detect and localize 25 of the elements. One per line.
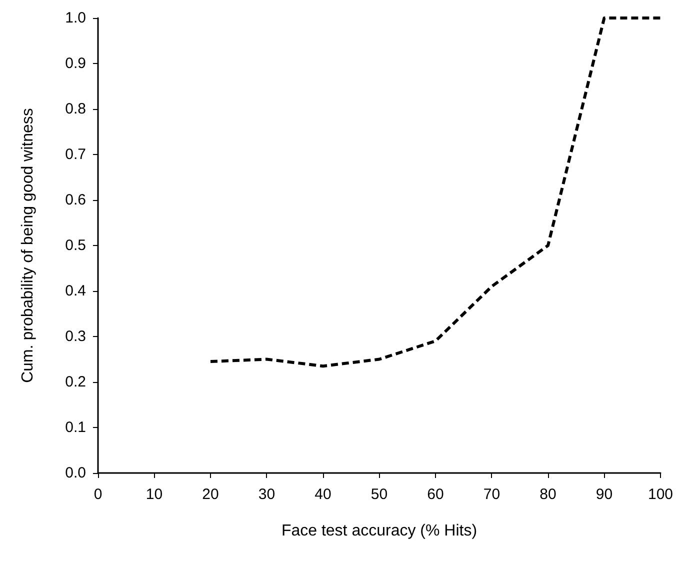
y-tick-label: 0.9 — [65, 55, 86, 72]
line-series — [208, 16, 662, 368]
x-axis-title: Face test accuracy (% Hits) — [281, 522, 478, 540]
y-tick-label: 0.8 — [65, 100, 86, 118]
y-tick-label: 1.0 — [65, 10, 86, 26]
x-tick-label: 100 — [648, 486, 673, 503]
y-tick-label: 0.5 — [65, 237, 86, 254]
x-tick-label: 30 — [258, 486, 276, 503]
x-tick-label: 50 — [370, 486, 388, 503]
y-axis-title: Cum. probability of being good witness — [20, 108, 36, 383]
x-tick-label: 60 — [427, 486, 444, 503]
y-tick-label: 0.7 — [65, 146, 86, 163]
y-tick-label: 0.1 — [65, 419, 86, 436]
x-tick-label: 0 — [94, 486, 102, 503]
x-tick-label: 70 — [483, 486, 500, 503]
y-tick-label: 0.3 — [65, 328, 86, 345]
x-tick-label: 80 — [540, 486, 556, 503]
y-tick-label: 0.4 — [65, 282, 86, 300]
y-tick-label: 0.2 — [65, 374, 86, 390]
x-tick-label: 90 — [596, 486, 613, 503]
y-tick-label: 0.6 — [65, 192, 86, 208]
x-tick-label: 40 — [314, 486, 332, 503]
y-tick-label: 0.0 — [65, 464, 86, 482]
x-tick-label: 20 — [202, 486, 219, 503]
x-tick-label: 10 — [146, 486, 163, 503]
